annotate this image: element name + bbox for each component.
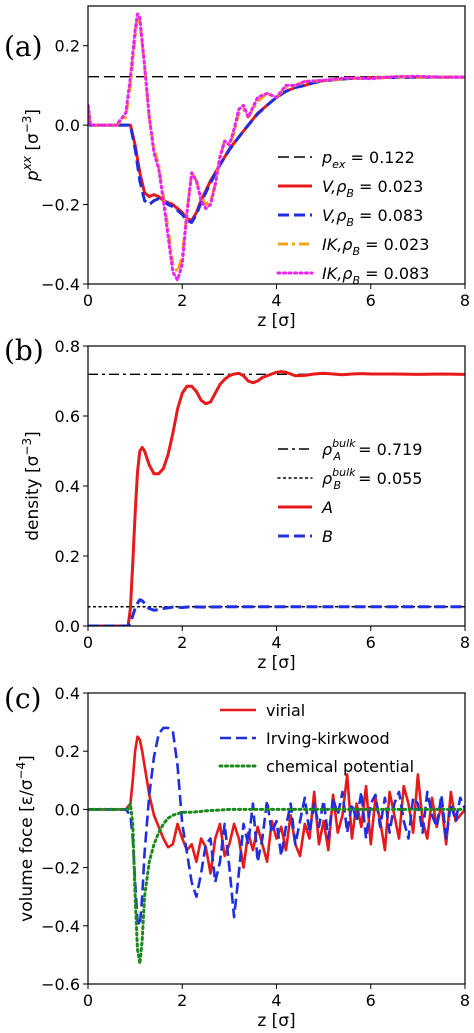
series-line-2	[88, 370, 465, 626]
legend: pex = 0.122 V,ρB = 0.023 V,ρB = 0.083 IK,ρB…	[276, 148, 429, 287]
x-tick-label: 0	[83, 991, 93, 1010]
y-tick-label: −0.4	[41, 275, 80, 294]
panel-label: (c)	[4, 682, 42, 715]
x-axis-label: z [σ]	[257, 1011, 295, 1031]
y-tick-label: 0.6	[55, 407, 80, 426]
legend-label: pex = 0.122	[321, 148, 415, 171]
y-tick-label: 0.2	[55, 742, 80, 761]
series-line-4	[88, 12, 465, 282]
x-tick-label: 8	[460, 991, 470, 1010]
x-tick-label: 6	[366, 633, 376, 652]
legend-label: A	[321, 498, 333, 517]
legend-label: ρbulk B = 0.055	[322, 466, 422, 492]
legend-label: IK,ρB = 0.023	[322, 235, 429, 258]
panel-b: 0 2 4 6 8 0.0 0.2 0.4 0.6 0.8 z [σ] density [σ−3] (b…	[4, 334, 470, 673]
panel-label: (a)	[4, 30, 43, 63]
x-tick-label: 2	[177, 291, 187, 310]
x-tick-label: 8	[460, 291, 470, 310]
panel-label: (b)	[4, 334, 44, 367]
x-axis-label: z [σ]	[257, 311, 295, 331]
x-tick-label: 6	[366, 291, 376, 310]
legend-label: V,ρB = 0.083	[322, 206, 423, 229]
y-tick-label: −0.6	[41, 975, 80, 994]
legend-label: V,ρB = 0.023	[322, 177, 423, 200]
legend-label: B	[322, 527, 333, 546]
y-tick-label: 0.4	[55, 477, 80, 496]
y-tick-label: 0.0	[55, 617, 80, 636]
x-axis-label: z [σ]	[257, 653, 295, 673]
x-tick-label: 0	[83, 633, 93, 652]
legend: virial Irving-kirkwood chemical potential	[218, 701, 414, 776]
y-tick-label: 0.4	[55, 684, 80, 703]
series-group	[88, 370, 465, 626]
x-tick-label: 4	[271, 291, 281, 310]
y-tick-label: 0.0	[55, 116, 80, 135]
y-axis-label: volume foce [ε/σ−4]	[14, 755, 37, 922]
x-tick-label: 8	[460, 633, 470, 652]
y-tick-label: −0.2	[41, 196, 80, 215]
y-tick-label: 0.2	[55, 547, 80, 566]
series-group	[88, 726, 465, 966]
x-tick-label: 2	[177, 633, 187, 652]
legend-label: ρbulk A = 0.719	[322, 437, 422, 463]
series-line-3	[88, 598, 465, 626]
x-tick-label: 6	[366, 991, 376, 1010]
series-line-2	[88, 802, 465, 966]
panel-a: 0 2 4 6 8 −0.4 −0.2 0.0 0.2 z [σ] pxx [σ−3] (a) pex …	[4, 5, 470, 331]
y-axis-label: density [σ−3]	[20, 431, 43, 541]
legend-label: virial	[266, 701, 305, 720]
series-line-1	[88, 726, 465, 928]
y-tick-label: −0.4	[41, 917, 80, 936]
x-tick-label: 4	[271, 991, 281, 1010]
y-tick-label: 0.2	[55, 37, 80, 56]
series-line-2	[88, 75, 465, 224]
y-tick-label: −0.2	[41, 859, 80, 878]
panel-c: 0 2 4 6 8 −0.6 −0.4 −0.2 0.0 0.2 0.4 z [σ] volume fo…	[4, 682, 470, 1031]
legend-label: Irving-kirkwood	[266, 729, 390, 748]
legend-label: chemical potential	[266, 757, 414, 776]
x-tick-label: 2	[177, 991, 187, 1010]
x-tick-label: 0	[83, 291, 93, 310]
legend: ρbulk A = 0.719 ρbulk B = 0.055 AB	[277, 437, 422, 546]
x-tick-label: 4	[271, 633, 281, 652]
series-group	[88, 12, 465, 282]
y-tick-label: 0.8	[55, 337, 80, 356]
series-line-0	[88, 735, 465, 875]
y-axis-label: pxx [σ−3]	[20, 109, 43, 182]
y-tick-label: 0.0	[55, 800, 80, 819]
legend-label: IK,ρB = 0.083	[322, 264, 429, 287]
